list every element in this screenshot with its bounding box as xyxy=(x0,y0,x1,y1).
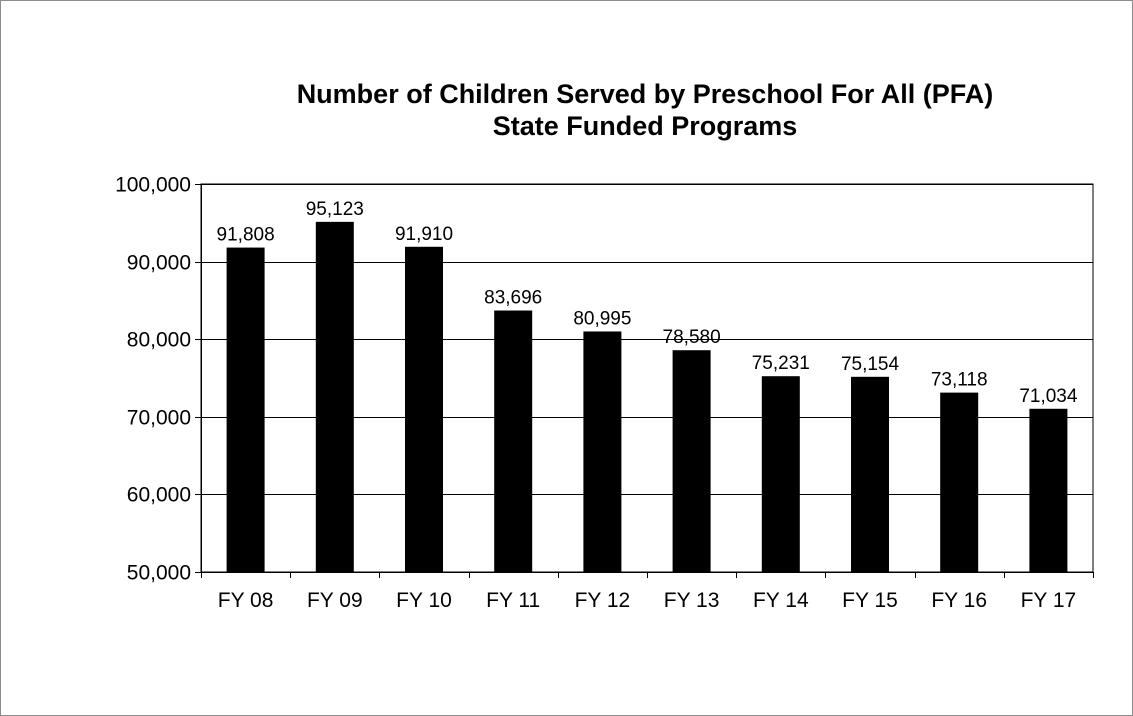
bar xyxy=(851,376,889,572)
x-tick-label: FY 10 xyxy=(396,589,452,612)
data-label: 83,696 xyxy=(484,288,542,309)
bars xyxy=(226,221,1068,573)
x-tick-label: FY 09 xyxy=(307,589,363,612)
x-tick-label: FY 15 xyxy=(842,589,898,612)
data-label: 71,034 xyxy=(1019,386,1078,407)
y-tick-label: 100,000 xyxy=(115,174,191,197)
data-label: 91,808 xyxy=(217,225,275,246)
bar xyxy=(405,246,443,573)
bar xyxy=(761,376,800,572)
data-label: 95,123 xyxy=(306,199,364,220)
chart-title-line-2: State Funded Programs xyxy=(492,111,798,141)
bar xyxy=(1029,408,1068,572)
axes xyxy=(195,184,1094,578)
data-label: 78,580 xyxy=(663,327,721,348)
data-label: 73,118 xyxy=(931,370,988,391)
bar xyxy=(583,331,622,572)
data-label: 75,154 xyxy=(841,354,900,375)
x-tick-label: FY 14 xyxy=(753,589,809,612)
x-tick-label: FY 16 xyxy=(931,589,987,612)
bar xyxy=(315,221,354,572)
y-tick-label: 90,000 xyxy=(127,252,191,275)
chart-title-line-1: Number of Children Served by Preschool F… xyxy=(296,79,994,109)
data-label: 91,910 xyxy=(395,224,453,245)
x-tick-label: FY 17 xyxy=(1021,589,1077,612)
chart-title: Number of Children Served by Preschool F… xyxy=(200,78,1090,142)
data-label: 80,995 xyxy=(573,308,631,329)
data-label: 75,231 xyxy=(752,353,810,374)
y-tick-label: 60,000 xyxy=(127,484,191,507)
labels: 50,000 60,000 70,000 80,000 90,000 100,000 91,… xyxy=(115,174,1078,613)
x-tick-label: FY 12 xyxy=(575,589,631,612)
y-tick-label: 70,000 xyxy=(127,407,191,430)
bar xyxy=(940,392,979,572)
bar xyxy=(226,247,265,572)
bar xyxy=(672,350,711,572)
y-tick-label: 50,000 xyxy=(127,562,191,585)
y-tick-label: 80,000 xyxy=(127,329,191,352)
bar xyxy=(494,310,533,572)
x-tick-label: FY 11 xyxy=(486,589,540,612)
x-tick-label: FY 08 xyxy=(218,589,274,612)
x-tick-label: FY 13 xyxy=(664,589,720,612)
